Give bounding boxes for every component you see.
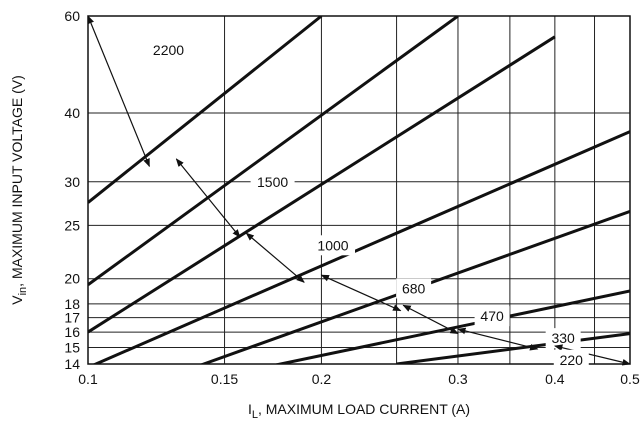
x-tick-label: 0.4 [545,371,565,387]
y-tick-label: 14 [64,356,80,372]
dimension-arrow-220 [554,344,631,366]
series-label-680: 680 [402,280,426,296]
y-tick-label: 40 [64,105,80,121]
y-tick-label: 60 [64,8,80,24]
series-line-680 [92,130,630,364]
dimension-arrow-680 [320,274,402,312]
series-label-bg [474,306,510,327]
y-tick-label: 20 [64,271,80,287]
series-label-bg [311,235,356,256]
series-label-bg [146,40,191,61]
plot-frame [87,15,631,365]
x-tick-label: 0.15 [211,371,238,387]
x-tick-label: 0.1 [78,371,98,387]
series-label-bg [553,349,589,370]
series-label-470: 470 [480,308,504,324]
series-label-bg [396,278,432,299]
y-axis-label: Vin, MAXIMUM INPUT VOLTAGE (V) [9,75,29,304]
series-label-220: 220 [560,352,584,368]
y-tick-label: 25 [64,217,80,233]
series-label-bg [545,328,581,349]
series-line-2200 [88,16,323,204]
dimension-arrow-330 [457,327,539,351]
dimension-arrow-1000 [245,232,305,283]
x-axis-label: IL, MAXIMUM LOAD CURRENT (A) [248,401,470,421]
y-tick-label: 15 [64,340,80,356]
y-tick-label: 17 [64,310,80,326]
dimension-arrow-1500 [175,158,241,238]
dimension-arrow-470 [402,304,459,335]
y-tick-label: 16 [64,324,80,340]
series-label-1000: 1000 [317,237,348,253]
y-tick-label: 18 [64,296,80,312]
x-tick-label: 0.2 [312,371,332,387]
series-label-330: 330 [551,330,575,346]
series-line-1000 [88,35,556,334]
series-label-1500: 1500 [257,174,288,190]
x-tick-label: 0.3 [448,371,468,387]
x-tick-label: 0.5 [620,371,640,387]
series-line-1500 [88,16,459,286]
series-label-bg [250,171,295,192]
dimension-arrow-2200 [87,15,150,168]
y-tick-label: 30 [64,174,80,190]
series-label-2200: 2200 [153,42,184,58]
